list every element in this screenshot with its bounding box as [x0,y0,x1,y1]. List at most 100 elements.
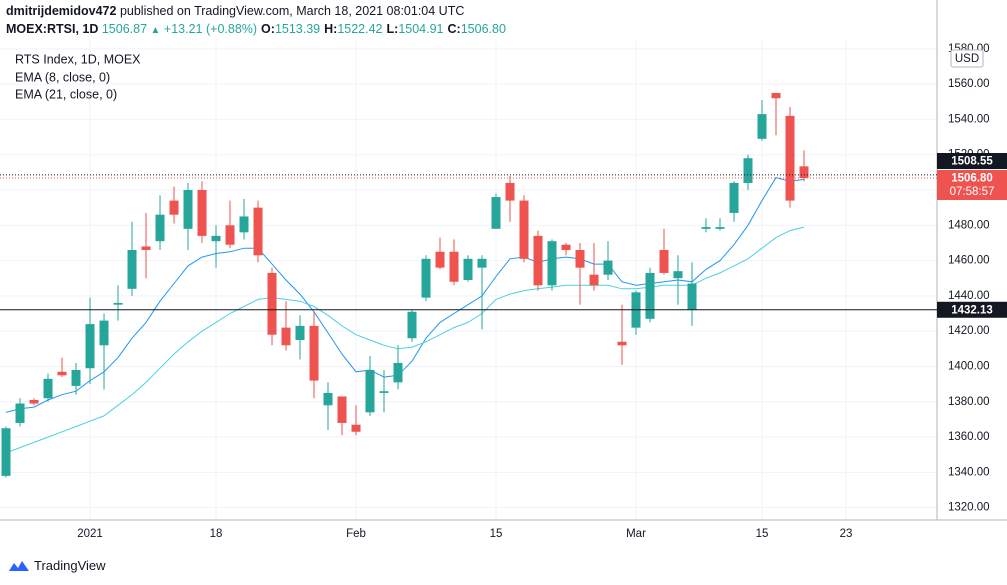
candle-body [435,251,445,268]
candle-body [547,241,557,286]
symbol-line: MOEX:RTSI, 1D 1506.87 ▲ +13.21 (+0.88%) O… [6,22,506,36]
currency-box [950,49,984,68]
x-tick-label: Mar [626,528,646,540]
candle-body [239,216,249,233]
candle-body [659,250,669,273]
footer: TradingView [8,558,106,573]
x-tick-label: 2021 [77,528,103,540]
candle-body [757,114,767,139]
y-tick-label: 1560.00 [948,78,990,90]
candle-body [197,190,207,236]
price-label: 1506.80 [951,173,993,185]
change: +13.21 (+0.88%) [163,22,258,36]
candle-body [225,225,235,245]
candle-body [15,403,25,423]
candle-body [113,302,123,305]
candle-body [575,250,585,268]
candle-body [169,200,179,215]
candle-body [799,166,809,178]
y-tick-label: 1460.00 [948,255,990,267]
y-tick-label: 1420.00 [948,325,990,337]
logo [9,560,29,571]
candle-body [351,424,361,432]
candle-body [337,396,347,423]
ohlc-key: C: [447,22,461,36]
candle-body [687,283,697,310]
candle-body [295,325,305,340]
candle-body [99,320,109,346]
candle-body [57,371,67,376]
candle-body [253,207,263,256]
candle-body [85,324,95,369]
candle-body [491,197,501,229]
candle-body [519,200,529,259]
price-label-box [937,153,1007,169]
candle-body [603,260,613,275]
candle-body [365,370,375,413]
candle-body [379,391,389,393]
candle-body [463,258,473,280]
price-label-box [937,170,1007,200]
candle-body [183,190,193,229]
candle-body [1,428,11,476]
candle-body [323,392,333,406]
candle-body [701,227,711,229]
ema-line [5,177,805,413]
candle-body [589,274,599,286]
y-tick-label: 1540.00 [948,113,990,125]
candle-body [771,92,781,99]
x-tick-label: 18 [210,528,223,540]
ohlc-value: 1504.91 [398,22,444,36]
candle-body [281,327,291,346]
candle-body [407,311,417,339]
symbol: MOEX:RTSI, 1D [6,22,99,36]
candle-body [211,235,221,242]
y-tick-label: 1380.00 [948,396,990,408]
candle-body [645,272,655,319]
candle-body [29,400,39,404]
y-tick-label: 1440.00 [948,290,990,302]
candle-body [477,258,487,268]
candle-body [617,341,627,346]
candle-body [309,325,319,381]
candle-body [449,251,459,282]
ema-line [5,226,805,454]
ohlc: O:1513.39 H:1522.42 L:1504.91 C:1506.80 [257,22,506,36]
candle-body [743,158,753,183]
ohlc-key: L: [386,22,399,36]
legend-entry: EMA (8, close, 0) [15,70,110,84]
candle-body [715,227,725,229]
ohlc-value: 1506.80 [460,22,506,36]
legend-entry: EMA (21, close, 0) [15,87,117,101]
candle-body [533,235,543,286]
countdown: 07:58:57 [950,186,995,198]
currency: USD [955,53,979,65]
candle-body [505,182,515,201]
x-tick-label: 15 [490,528,503,540]
y-tick-label: 1320.00 [948,502,990,514]
author: dmitrijdemidov472 [6,4,117,18]
candle-body [561,244,571,250]
candle-body [421,258,431,298]
last-price: 1506.87 [101,22,148,36]
ohlc-key: O: [261,22,275,36]
y-tick-label: 1400.00 [948,361,990,373]
published: published on TradingView.com, March 18, … [119,4,465,18]
x-tick-label: 15 [756,528,769,540]
candle-body [43,378,53,399]
price-label: 1432.13 [951,304,993,316]
y-tick-label: 1360.00 [948,431,990,443]
candle-body [127,250,137,289]
ohlc-key: H: [324,22,338,36]
legend-title: RTS Index, 1D, MOEX [15,52,141,66]
candle-body [141,246,151,250]
ohlc-value: 1513.39 [274,22,321,36]
x-tick-label: Feb [346,528,366,540]
candle-body [785,115,795,201]
candle-body [71,370,81,386]
ohlc-value: 1522.42 [337,22,383,36]
candle-body [729,182,739,213]
price-label: 1508.55 [951,156,993,168]
candle-body [155,214,165,242]
